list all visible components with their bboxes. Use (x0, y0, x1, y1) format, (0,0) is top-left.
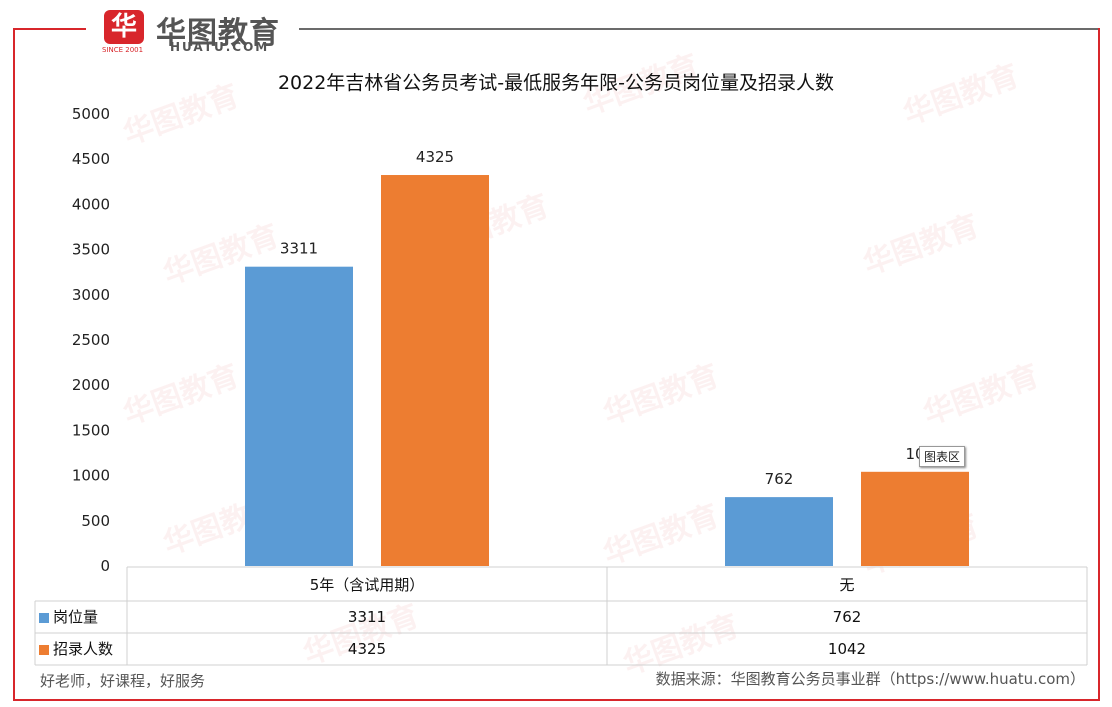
frame-left (13, 28, 15, 700)
legend-swatch (39, 613, 49, 623)
legend-entry: 招录人数 (35, 633, 127, 665)
y-tick-label: 500 (81, 512, 110, 530)
footer-slogan: 好老师，好课程，好服务 (40, 672, 206, 690)
legend-label: 岗位量 (53, 608, 99, 626)
chart-area-tooltip: 图表区 (919, 446, 966, 467)
frame-bottom (13, 699, 1100, 701)
table-row: 岗位量 3311 762 (35, 601, 1087, 633)
bar (725, 497, 833, 566)
data-label: 3311 (280, 240, 318, 258)
y-tick-label: 4500 (72, 150, 110, 168)
y-tick-label: 3000 (72, 286, 110, 304)
category-label: 5年（含试用期） (309, 576, 425, 594)
huatu-logo: 华 SINCE 2001 华图教育 HUATU.COM (100, 4, 300, 56)
y-tick-label: 1000 (72, 467, 110, 485)
y-tick-label: 2500 (72, 331, 110, 349)
huatu-logo-icon: 华 (104, 10, 144, 44)
frame-top-right (299, 28, 1099, 30)
bar (245, 266, 353, 566)
table-header-row: 5年（含试用期） 无 (35, 569, 1087, 601)
y-tick-label: 4000 (72, 195, 110, 213)
y-tick-label: 2000 (72, 376, 110, 394)
table-cell: 762 (832, 608, 862, 626)
bar (861, 471, 969, 566)
legend-entry: 岗位量 (35, 601, 127, 633)
y-tick-label: 3500 (72, 241, 110, 259)
logo-name-en: HUATU.COM (170, 40, 270, 54)
y-tick-label: 0 (100, 557, 110, 575)
table-cell: 4325 (347, 640, 387, 658)
table-cell: 3311 (347, 608, 387, 626)
y-tick-label: 1500 (72, 421, 110, 439)
legend-swatch (39, 645, 49, 655)
logo-since: SINCE 2001 (102, 46, 144, 54)
data-label: 4325 (416, 148, 454, 166)
data-label: 762 (765, 470, 794, 488)
category-label: 无 (839, 576, 855, 594)
table-row: 招录人数 4325 1042 (35, 633, 1087, 665)
table-cell: 1042 (827, 640, 867, 658)
legend-label: 招录人数 (53, 640, 114, 658)
bar (381, 175, 489, 566)
footer-source: 数据来源：华图教育公务员事业群（https://www.huatu.com） (655, 670, 1085, 688)
frame-top-left (14, 28, 86, 30)
frame-right (1098, 28, 1100, 700)
y-tick-label: 5000 (72, 105, 110, 123)
logo-name-cn: 华图教育 (156, 16, 280, 51)
chart-title: 2022年吉林省公务员考试-最低服务年限-公务员岗位量及招录人数 (277, 72, 835, 94)
